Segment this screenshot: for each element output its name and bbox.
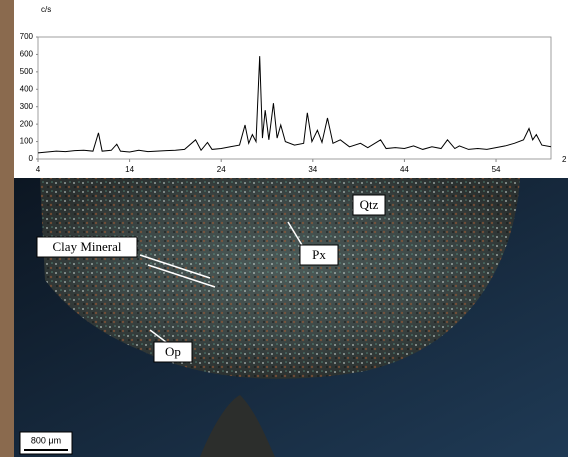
xrd-pattern [37,56,552,154]
label-box [36,236,138,258]
label-box [299,244,339,266]
x-tick-label: 44 [400,165,409,174]
mineral-label: Clay Mineral [53,239,122,254]
mineral-label: Op [165,344,181,359]
pointer [139,254,211,279]
y-tick-label: 0 [29,154,34,163]
label-box [352,194,386,216]
scale-bar-box [19,431,73,455]
pointer [147,264,216,288]
x-tick-label: 34 [308,165,317,174]
y-axis-label: c/s [41,5,51,14]
x-tick-label: 54 [492,165,501,174]
grain-texture [40,178,520,379]
x-tick-label: 14 [125,165,134,174]
y-tick-label: 200 [20,119,34,128]
y-tick-label: 500 [20,67,34,76]
x-tick-label: 4 [36,165,41,174]
mineral-label: Qtz [360,197,379,212]
grain-bottom [200,395,275,457]
chart-panel [14,0,568,178]
xrd-chart: 0 100 200 300 400 500 600 700 4 14 24 34 44 54 [20,32,552,174]
mineral-label: Px [312,247,326,262]
y-tick-label: 600 [20,50,34,59]
label-box [153,341,193,363]
scale-bar-label: 800 μm [31,435,61,445]
x-tick-label: 24 [217,165,226,174]
plot-frame [37,36,552,160]
y-tick-label: 100 [20,137,34,146]
y-tick-label: 300 [20,102,34,111]
y-tick-label: 700 [20,32,34,41]
x-axis-label: 2 [562,155,567,164]
y-tick-label: 400 [20,84,34,93]
